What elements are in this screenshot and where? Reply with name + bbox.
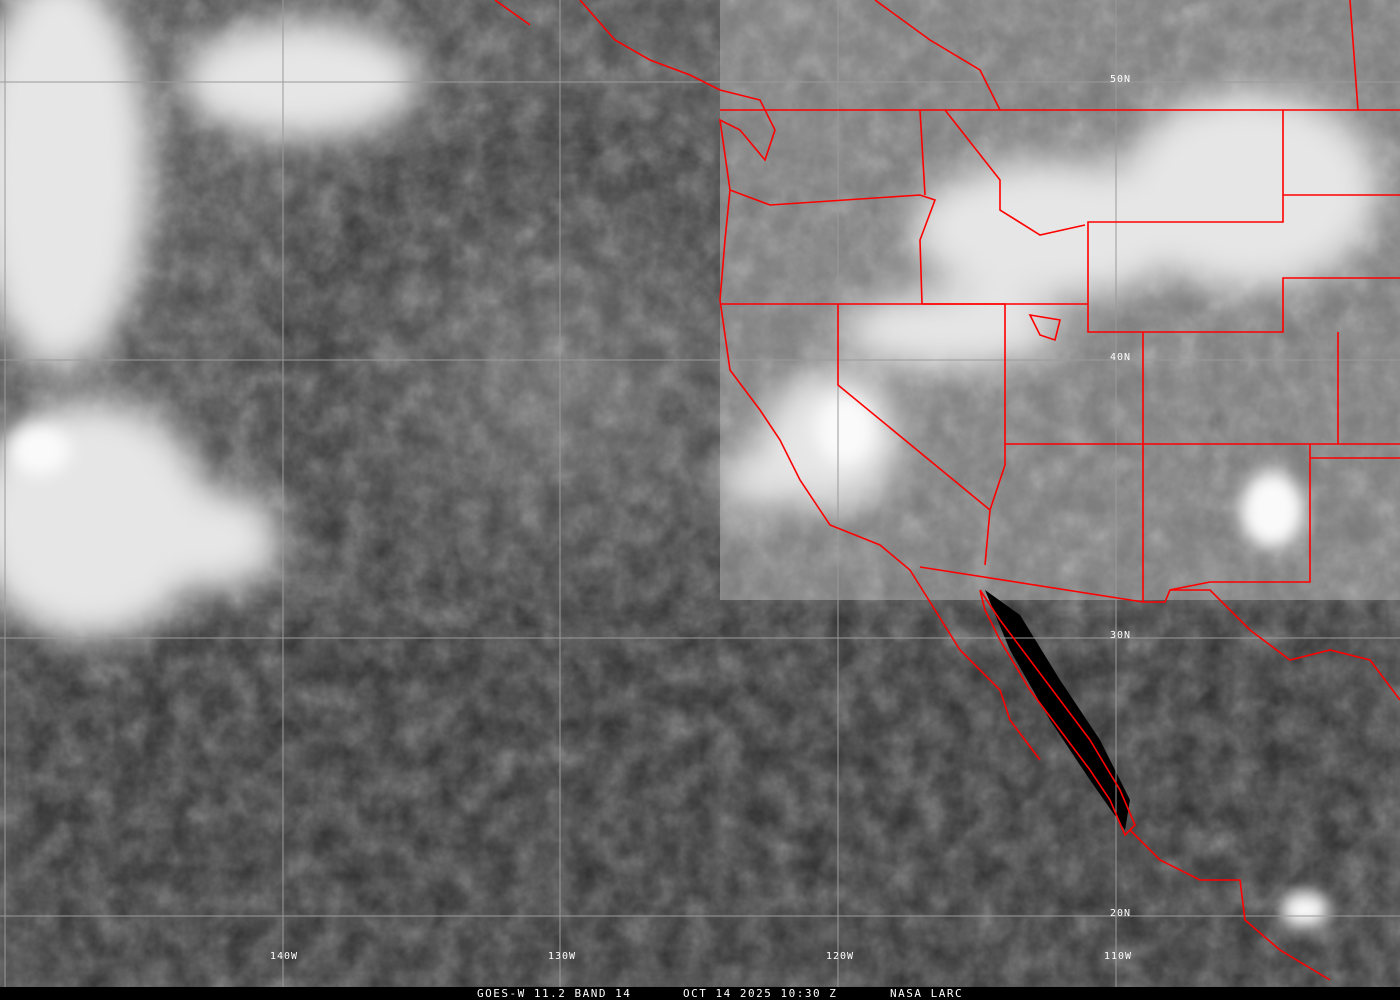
longitude-label: 130W: [548, 951, 577, 962]
gulf-of-california: [985, 590, 1130, 830]
source-label: NASA LARC: [890, 987, 964, 1000]
latitude-label: 40N: [1110, 352, 1132, 363]
political-borders: [494, 0, 1400, 981]
longitude-label: 120W: [826, 951, 855, 962]
latitude-label: 30N: [1110, 630, 1132, 641]
caption-bar: GOES-W 11.2 BAND 14 OCT 14 2025 10:30 Z …: [0, 987, 1400, 1000]
longitude-label: 110W: [1104, 951, 1133, 962]
datetime-label: OCT 14 2025 10:30 Z: [683, 987, 838, 1000]
latitude-label: 20N: [1110, 908, 1132, 919]
latitude-label: 50N: [1110, 74, 1132, 85]
product-label: GOES-W 11.2 BAND 14: [477, 987, 632, 1000]
longitude-label: 140W: [270, 951, 299, 962]
